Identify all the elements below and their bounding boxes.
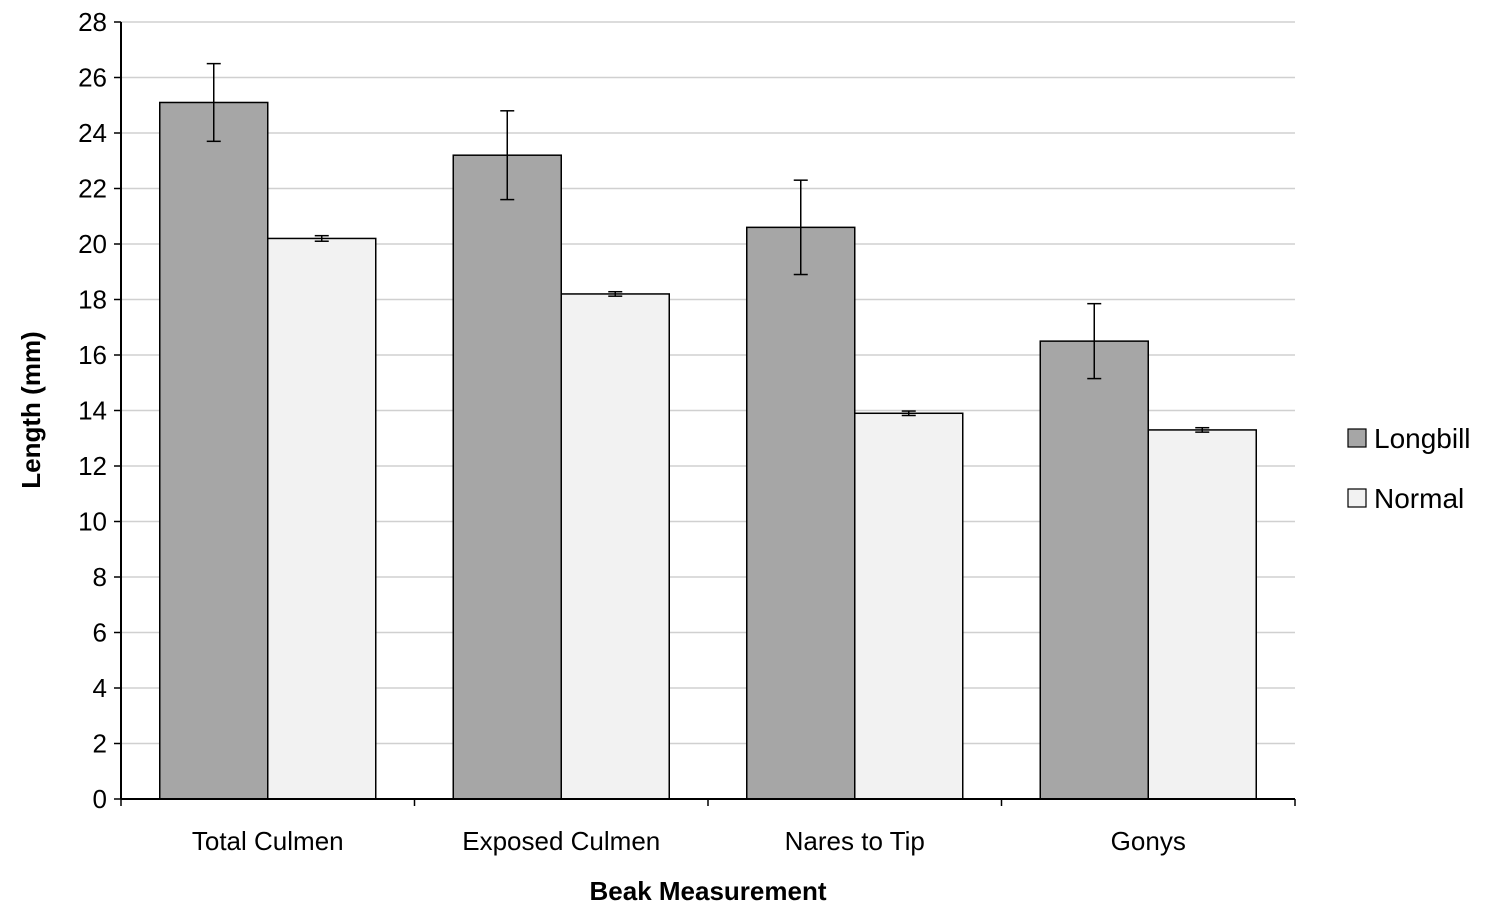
- bar-longbill: [746, 226, 856, 800]
- legend-swatch-normal: [1347, 488, 1367, 508]
- y-tick-label: 10: [78, 507, 107, 537]
- y-tick-label: 22: [78, 174, 107, 204]
- bar-longbill: [1039, 340, 1149, 800]
- bar-normal: [854, 412, 964, 800]
- y-tick-label: 28: [78, 7, 107, 37]
- y-tick-label: 4: [93, 673, 107, 703]
- bar-longbill: [452, 154, 562, 800]
- y-tick-label: 20: [78, 229, 107, 259]
- y-tick-label: 2: [93, 729, 107, 759]
- y-tick-label: 14: [78, 396, 107, 426]
- legend-label-normal: Normal: [1374, 483, 1464, 514]
- axes: [114, 21, 1296, 806]
- y-tick-label: 6: [93, 618, 107, 648]
- legend-label-longbill: Longbill: [1374, 423, 1471, 454]
- y-tick-label: 12: [78, 451, 107, 481]
- y-tick-label: 0: [93, 784, 107, 814]
- x-tick-label: Total Culmen: [192, 826, 344, 856]
- y-tick-label: 16: [78, 340, 107, 370]
- y-axis-title: Length (mm): [16, 331, 46, 488]
- x-tick-label: Exposed Culmen: [462, 826, 660, 856]
- legend-swatch-longbill: [1347, 428, 1367, 448]
- x-tick-label: Nares to Tip: [785, 826, 925, 856]
- y-tick-label: 26: [78, 63, 107, 93]
- bar-normal: [1147, 429, 1257, 800]
- y-tick-label: 24: [78, 118, 107, 148]
- x-tick-label: Gonys: [1111, 826, 1186, 856]
- y-tick-label: 8: [93, 562, 107, 592]
- bar-normal: [560, 293, 670, 800]
- y-tick-label: 18: [78, 285, 107, 315]
- bar-longbill: [159, 101, 269, 800]
- bars: [159, 62, 1257, 800]
- bar-normal: [267, 237, 377, 800]
- x-axis-title: Beak Measurement: [590, 876, 827, 906]
- legend: Longbill Normal: [1347, 423, 1471, 514]
